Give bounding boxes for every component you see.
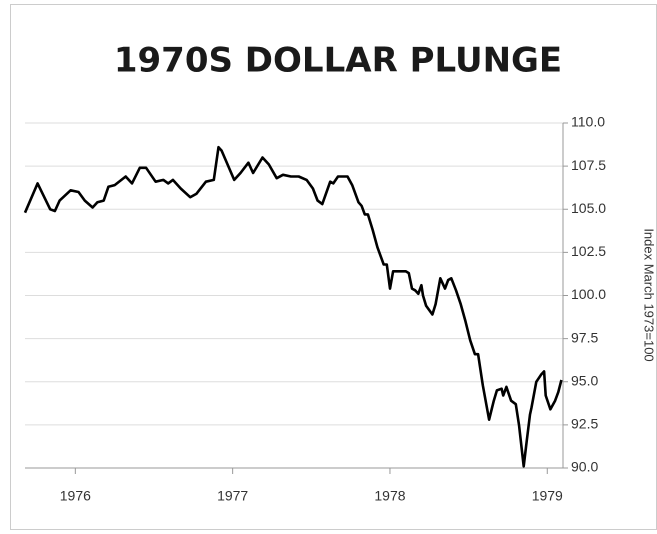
x-tick-label: 1976 xyxy=(60,488,91,504)
y-tick-label: 97.5 xyxy=(571,329,598,345)
y-tick-label: 107.5 xyxy=(571,157,606,173)
y-tick-label: 102.5 xyxy=(571,243,606,259)
frame xyxy=(10,4,657,530)
x-tick-label: 1979 xyxy=(532,488,563,504)
x-tick-label: 1978 xyxy=(374,488,405,504)
data-line xyxy=(23,145,563,468)
y-tick-label: 92.5 xyxy=(571,416,598,432)
x-tick-label: 1977 xyxy=(217,488,248,504)
y-tick-label: 90.0 xyxy=(571,459,598,475)
y-tick-label: 95.0 xyxy=(571,372,598,388)
y-tick-label: 105.0 xyxy=(571,200,606,216)
y-axis-label: Index March 1973=100 xyxy=(642,228,657,361)
y-tick-label: 100.0 xyxy=(571,286,606,302)
chart-title: 1970S DOLLAR PLUNGE xyxy=(114,41,562,81)
y-tick-label: 110.0 xyxy=(571,114,605,130)
